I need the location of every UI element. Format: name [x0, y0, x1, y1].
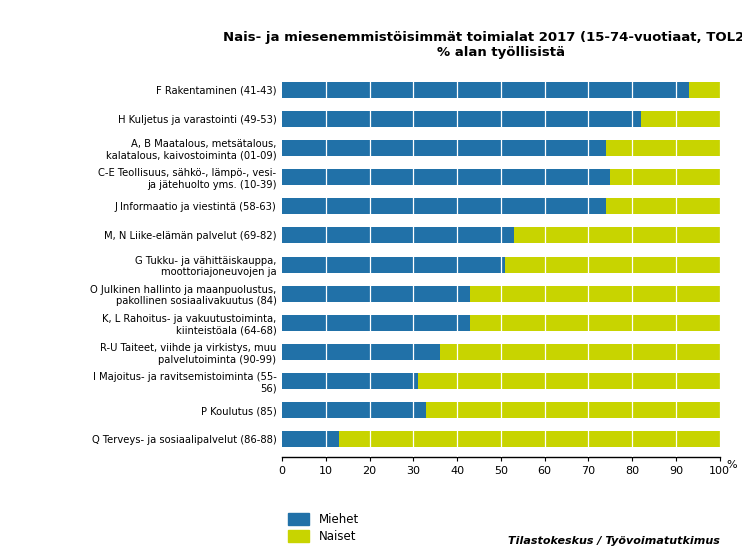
- Title: Nais- ja miesenemmistöisimmät toimialat 2017 (15-74-vuotiaat, TOL2008)
% alan ty: Nais- ja miesenemmistöisimmät toimialat …: [223, 31, 742, 58]
- Bar: [282, 198, 606, 214]
- Bar: [427, 402, 720, 418]
- Bar: [282, 169, 611, 185]
- Bar: [418, 373, 720, 389]
- Bar: [282, 111, 641, 127]
- Text: %: %: [726, 460, 737, 470]
- Bar: [514, 227, 720, 243]
- Bar: [470, 286, 720, 302]
- Bar: [606, 140, 720, 156]
- Bar: [339, 431, 720, 447]
- Legend: Miehet, Naiset: Miehet, Naiset: [288, 512, 359, 544]
- Bar: [282, 286, 470, 302]
- Bar: [282, 344, 439, 360]
- Bar: [282, 402, 427, 418]
- Bar: [641, 111, 720, 127]
- Bar: [282, 140, 606, 156]
- Bar: [282, 257, 505, 272]
- Bar: [282, 431, 339, 447]
- Bar: [606, 198, 720, 214]
- Bar: [282, 315, 470, 331]
- Bar: [439, 344, 720, 360]
- Bar: [611, 169, 720, 185]
- Bar: [470, 315, 720, 331]
- Text: Tilastokeskus / Työvoimatutkimus: Tilastokeskus / Työvoimatutkimus: [508, 536, 720, 546]
- Bar: [282, 227, 514, 243]
- Bar: [689, 82, 720, 98]
- Bar: [282, 82, 689, 98]
- Bar: [282, 373, 418, 389]
- Bar: [505, 257, 720, 272]
